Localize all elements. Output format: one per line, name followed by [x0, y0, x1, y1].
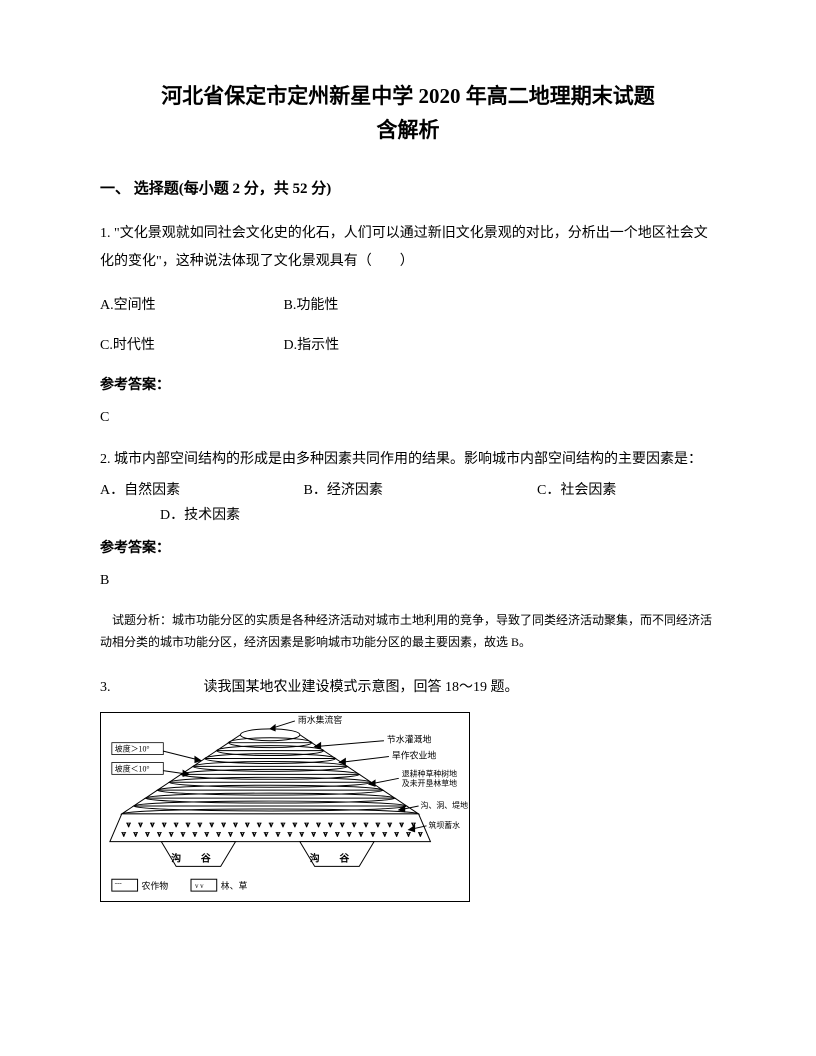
q1-text: 1. "文化景观就如同社会文化史的化石，人们可以通过新旧文化景观的对比，分析出一… — [100, 220, 716, 276]
q1-answer: C — [100, 410, 716, 426]
q3-text: 读我国某地农业建设模式示意图，回答 18～19 题。 — [204, 680, 519, 695]
q1-option-a: A.空间性 — [100, 294, 280, 314]
q2-analysis: 试题分析：城市功能分区的实质是各种经济活动对城市土地利用的竞争，导致了同类经济活… — [100, 609, 716, 655]
diagram-label-r4: 沟、洞、堤地 — [421, 800, 469, 810]
q1-option-c: C.时代性 — [100, 334, 280, 354]
agriculture-diagram: v v v v v v v v v v v v v v v v v v v v … — [100, 712, 470, 902]
diagram-gully-right: 沟 谷 — [310, 852, 350, 865]
q2-text: 2. 城市内部空间结构的形成是由多种因素共同作用的结果。影响城市内部空间结构的主… — [100, 446, 716, 474]
diagram-label-r1: 节水灌溉地 — [387, 734, 432, 745]
page-title-line2: 含解析 — [100, 114, 716, 148]
svg-text:v v v v v v v v v v v v v v v: v v v v v v v v v v v v v v v v v v v v … — [127, 820, 419, 829]
svg-text:v v: v v — [195, 883, 204, 890]
diagram-label-r3b: 及未开垦林草地 — [402, 778, 457, 788]
q2-option-a: A．自然因素 — [100, 478, 300, 503]
q1-option-d: D.指示性 — [284, 334, 340, 354]
diagram-label-r5: 筑坝蓄水 — [428, 820, 460, 830]
q3-label: 3. — [100, 680, 200, 696]
q2-option-c: C．社会因素 — [537, 478, 616, 503]
diagram-label-slope-top: 坡度＞10° — [115, 744, 150, 754]
diagram-label-top: 雨水集流窖 — [298, 714, 343, 725]
diagram-label-slope-bot: 坡度＜10° — [115, 764, 150, 774]
q2-option-b: B．经济因素 — [304, 478, 534, 503]
section-heading: 一、 选择题(每小题 2 分，共 52 分) — [100, 177, 716, 198]
diagram-label-r3a: 退耕种草种树地 — [402, 768, 457, 778]
q1-option-b: B.功能性 — [284, 294, 339, 314]
diagram-svg: v v v v v v v v v v v v v v v v v v v v … — [101, 713, 469, 901]
diagram-label-r2: 旱作农业地 — [392, 750, 437, 761]
legend-forest: 林、草 — [221, 880, 248, 891]
q1-answer-label: 参考答案： — [100, 374, 716, 394]
q2-option-d: D．技术因素 — [100, 503, 716, 528]
legend-crop: 农作物 — [142, 880, 169, 891]
q2-answer: B — [100, 573, 716, 589]
page-title-line1: 河北省保定市定州新星中学 2020 年高二地理期末试题 — [100, 80, 716, 114]
svg-text:ˇˇˇ: ˇˇˇ — [115, 883, 123, 890]
svg-text:v v v v v v v v v v v v v v v: v v v v v v v v v v v v v v v v v v v v … — [122, 830, 426, 839]
q2-answer-label: 参考答案： — [100, 537, 716, 557]
diagram-gully-left: 沟 谷 — [171, 852, 211, 865]
